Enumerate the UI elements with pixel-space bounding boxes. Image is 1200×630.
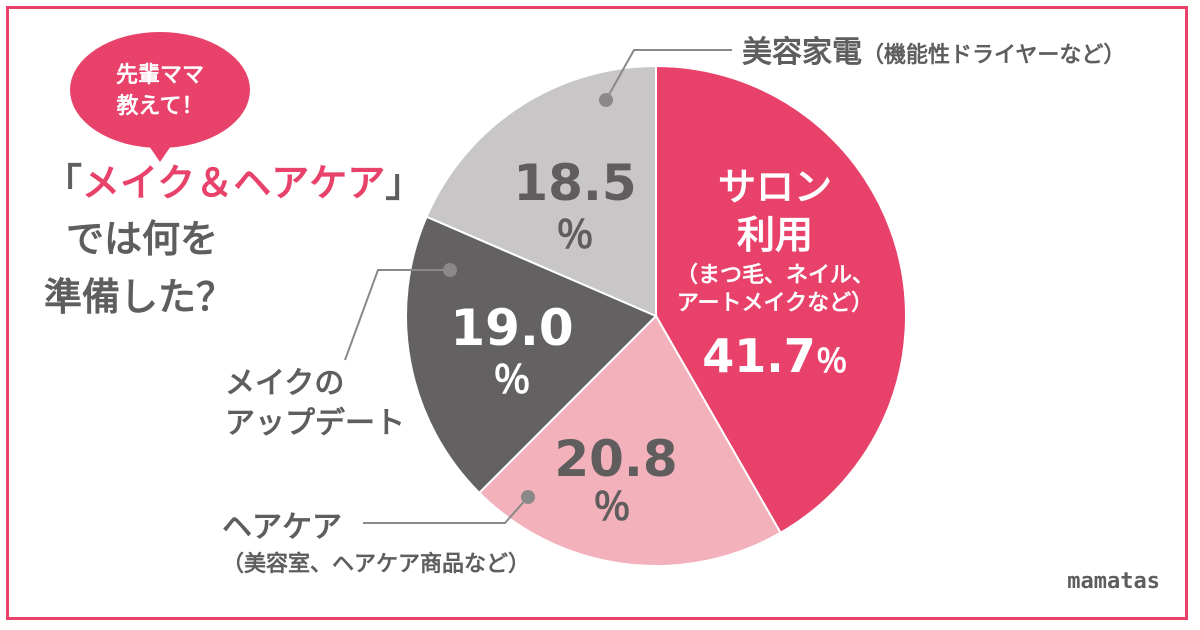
makeup-value-number: 19.0	[450, 299, 573, 357]
heading-bracket-open: 「	[44, 161, 82, 205]
makeup-callout-line-1: メイクの	[225, 366, 344, 401]
salon-sub-line-1: （まつ毛、ネイル、	[676, 263, 874, 288]
leader-dot-makeup	[443, 263, 457, 277]
haircare-value-unit: ％	[593, 485, 631, 529]
makeup-callout-line-2: アップデート	[225, 406, 405, 441]
salon-value-unit: ％	[816, 342, 848, 380]
pie-slice-makeup	[405, 215, 658, 495]
appliance-value-group: 18.5 ％	[513, 154, 636, 257]
heading-line-1: 「メイク＆ヘアケア」	[44, 161, 423, 205]
leader-dot-haircare	[521, 490, 535, 504]
pie-slice-salon	[655, 64, 907, 535]
bubble-line-1: 先輩ママ	[116, 63, 204, 88]
leader-dots	[443, 93, 613, 504]
outer-frame	[6, 6, 1188, 620]
salon-value-number: 41.7	[702, 329, 816, 383]
salon-label-line-2: 利用	[737, 213, 813, 257]
haircare-callout-label: ヘアケア	[222, 510, 342, 545]
pie-slice-haircare	[477, 314, 782, 567]
salon-value: 41.7％	[702, 329, 848, 383]
appliance-value-unit: ％	[556, 213, 594, 257]
haircare-value-number: 20.8	[554, 430, 677, 488]
salon-label-line-1: サロン	[718, 165, 832, 209]
salon-sub-line-2: アートメイクなど）	[677, 291, 873, 316]
heading-bracket-close: 」	[385, 161, 423, 205]
leader-line-appliance	[605, 49, 732, 101]
appliance-value-number: 18.5	[513, 154, 636, 212]
salon-labels: サロン 利用 （まつ毛、ネイル、 アートメイクなど） 41.7％	[676, 165, 874, 383]
haircare-value-group: 20.8 ％	[554, 430, 677, 529]
appliance-callout: 美容家電（機能性ドライヤーなど）	[742, 35, 1125, 70]
pie-slices	[405, 64, 907, 567]
makeup-value-group: 19.0 ％	[450, 299, 573, 402]
bubble-line-2: 教えて！	[117, 93, 204, 119]
makeup-value-unit: ％	[493, 358, 531, 402]
appliance-callout-label: 美容家電	[742, 35, 862, 70]
heading-line-2: では何を	[66, 217, 218, 261]
leader-lines	[344, 49, 732, 524]
leader-line-makeup	[344, 269, 450, 361]
brand-logo: mamatas	[1067, 569, 1160, 594]
appliance-callout-sub: （機能性ドライヤーなど）	[862, 42, 1125, 68]
leader-dot-appliance	[599, 93, 613, 107]
speech-bubble: 先輩ママ 教えて！	[70, 32, 250, 162]
leader-line-haircare	[363, 496, 529, 524]
haircare-callout-sub: （美容室、ヘアケア商品など）	[222, 551, 530, 577]
heading-accent: メイク＆ヘアケア	[82, 161, 385, 205]
heading-line-3: 準備した？	[44, 275, 234, 319]
